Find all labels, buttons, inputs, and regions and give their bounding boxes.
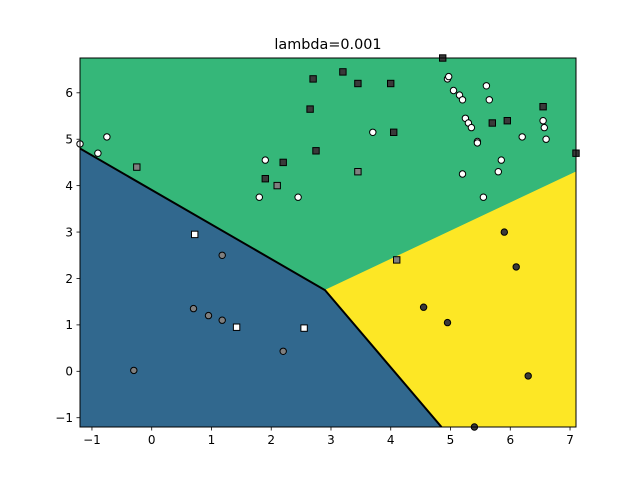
square-point [354, 79, 362, 88]
x-tick-label: 0 [148, 433, 156, 447]
y-axis: −1 0 1 2 3 4 5 6 [55, 86, 80, 425]
circle-point [255, 193, 263, 201]
circle-point [445, 72, 453, 81]
circle-point [542, 135, 550, 143]
circle-point [449, 86, 458, 95]
circle-point [261, 156, 269, 164]
x-tick-label: 3 [327, 433, 335, 447]
square-point [339, 68, 347, 76]
circle-point [458, 96, 467, 104]
square-point [279, 158, 287, 167]
x-tick-label: 1 [208, 433, 216, 447]
circle-point [497, 156, 505, 164]
circle-point [524, 372, 532, 380]
x-tick-label: −1 [83, 433, 101, 447]
circle-point [467, 123, 476, 132]
circle-point [479, 193, 488, 201]
circle-point [218, 316, 226, 324]
circle-point [458, 170, 467, 178]
circle-point [218, 251, 226, 260]
circle-point [494, 168, 502, 176]
circle-point [443, 318, 452, 327]
circle-point [473, 139, 482, 147]
square-point [133, 163, 141, 171]
circle-point [103, 133, 111, 141]
circle-point [485, 96, 493, 104]
circle-point [539, 117, 547, 125]
square-point [390, 128, 398, 137]
square-point [309, 75, 317, 83]
square-point [488, 119, 497, 127]
y-tick-label: 0 [65, 365, 73, 379]
x-tick-label: 6 [506, 433, 514, 447]
circle-point [279, 347, 287, 355]
circle-point [204, 311, 213, 320]
square-point [261, 175, 270, 183]
boundary-line [80, 147, 443, 427]
circle-point [189, 304, 198, 313]
circle-point [518, 133, 526, 141]
x-axis: −1 0 1 2 3 4 5 6 7 [83, 427, 574, 447]
x-tick-label: 7 [566, 433, 574, 447]
square-point [306, 105, 314, 113]
circle-point [482, 82, 491, 90]
y-tick-label: 1 [65, 318, 73, 332]
circle-point [419, 303, 428, 311]
y-tick-label: 4 [65, 179, 73, 193]
square-point [300, 324, 308, 332]
x-tick-label: 4 [387, 433, 395, 447]
circle-point [500, 228, 508, 236]
circle-point [94, 149, 102, 157]
circle-point [369, 128, 377, 137]
y-tick-label: −1 [55, 411, 73, 425]
square-point [232, 323, 241, 331]
square-point [354, 168, 362, 176]
chart-title: lambda=0.001 [274, 37, 381, 53]
square-point [273, 181, 281, 190]
decision-boundary [80, 147, 443, 427]
square-point [387, 79, 395, 88]
y-tick-label: 5 [65, 133, 73, 147]
square-point [539, 103, 547, 111]
square-point [312, 147, 320, 155]
circle-point [130, 366, 138, 375]
x-tick-label: 2 [267, 433, 275, 447]
axes-frame [79, 57, 577, 428]
square-point [503, 117, 512, 125]
y-tick-label: 6 [65, 86, 73, 100]
y-tick-label: 2 [65, 272, 73, 286]
x-tick-label: 5 [447, 433, 455, 447]
decision-regions [80, 58, 576, 427]
circle-point [540, 123, 548, 132]
square-point [191, 230, 199, 239]
circle-point [512, 263, 520, 271]
square-point [393, 256, 401, 264]
circle-point [294, 193, 302, 201]
y-tick-label: 3 [65, 225, 73, 239]
